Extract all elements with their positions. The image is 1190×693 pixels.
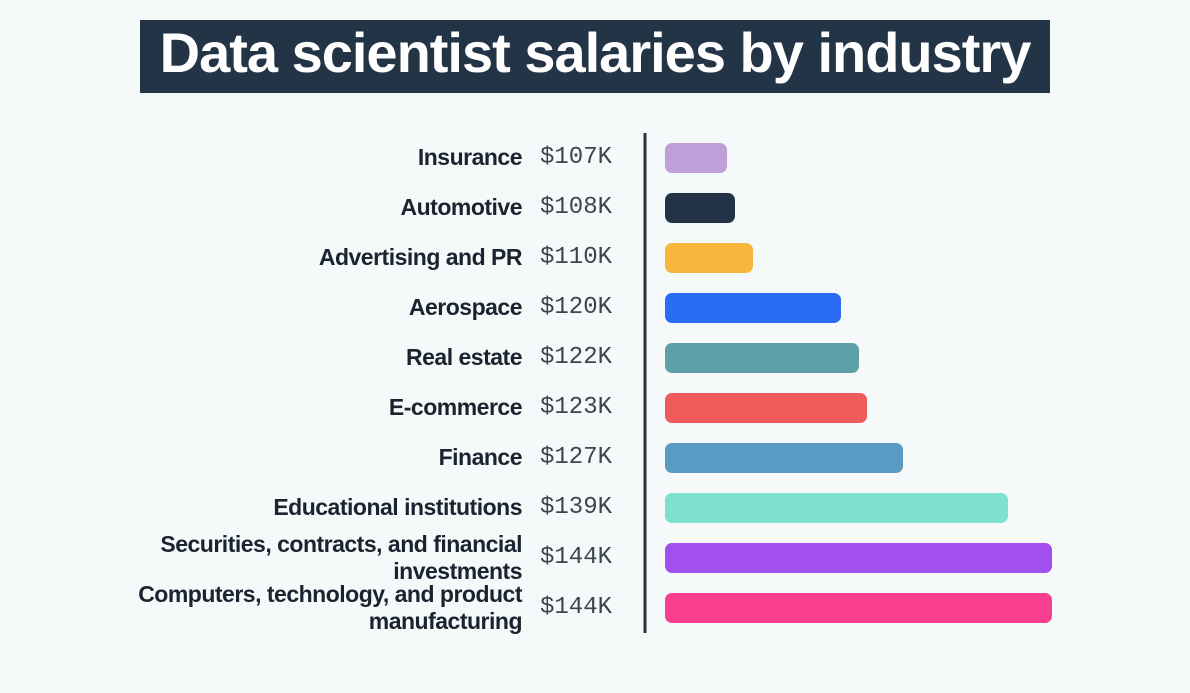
- row-value: $107K: [540, 144, 625, 171]
- row-value: $139K: [540, 494, 625, 521]
- row-label: Advertising and PR: [40, 244, 540, 271]
- bar-cell: [665, 283, 1140, 333]
- bar: [665, 343, 859, 373]
- chart-row: Securities, contracts, and financial inv…: [40, 533, 1140, 583]
- bar-cell: [665, 233, 1140, 283]
- axis-divider: [625, 583, 665, 633]
- chart-row: Educational institutions$139K: [40, 483, 1140, 533]
- row-label: Securities, contracts, and financial inv…: [40, 531, 540, 585]
- chart-row: Aerospace$120K: [40, 283, 1140, 333]
- bar-cell: [665, 483, 1140, 533]
- chart-row: Automotive$108K: [40, 183, 1140, 233]
- chart-row: Advertising and PR$110K: [40, 233, 1140, 283]
- bar: [665, 393, 867, 423]
- bar-cell: [665, 333, 1140, 383]
- row-value: $120K: [540, 294, 625, 321]
- row-label: Finance: [40, 444, 540, 471]
- chart-row: Finance$127K: [40, 433, 1140, 483]
- chart-row: Insurance$107K: [40, 133, 1140, 183]
- salary-bar-chart: Insurance$107KAutomotive$108KAdvertising…: [0, 133, 1190, 633]
- bar-cell: [665, 133, 1140, 183]
- bar: [665, 243, 753, 273]
- row-value: $108K: [540, 194, 625, 221]
- row-label: Real estate: [40, 344, 540, 371]
- bar: [665, 293, 841, 323]
- chart-row: Computers, technology, and product manuf…: [40, 583, 1140, 633]
- chart-title: Data scientist salaries by industry: [140, 20, 1051, 93]
- bar-cell: [665, 183, 1140, 233]
- row-value: $127K: [540, 444, 625, 471]
- axis-divider: [625, 283, 665, 333]
- axis-divider: [625, 383, 665, 433]
- bar-cell: [665, 583, 1140, 633]
- axis-divider: [625, 333, 665, 383]
- bar: [665, 443, 903, 473]
- row-value: $144K: [540, 594, 625, 621]
- row-value: $110K: [540, 244, 625, 271]
- bar: [665, 543, 1052, 573]
- bar: [665, 593, 1052, 623]
- row-label: Computers, technology, and product manuf…: [40, 581, 540, 635]
- title-wrap: Data scientist salaries by industry: [0, 20, 1190, 93]
- axis-divider: [625, 483, 665, 533]
- chart-row: Real estate$122K: [40, 333, 1140, 383]
- bar-cell: [665, 433, 1140, 483]
- axis-divider: [625, 433, 665, 483]
- chart-container: Data scientist salaries by industry Insu…: [0, 0, 1190, 693]
- row-value: $123K: [540, 394, 625, 421]
- row-label: Automotive: [40, 194, 540, 221]
- chart-row: E-commerce$123K: [40, 383, 1140, 433]
- row-label: E-commerce: [40, 394, 540, 421]
- axis-divider: [625, 233, 665, 283]
- axis-divider: [625, 133, 665, 183]
- bar-cell: [665, 383, 1140, 433]
- bar: [665, 493, 1008, 523]
- row-label: Insurance: [40, 144, 540, 171]
- row-value: $122K: [540, 344, 625, 371]
- axis-divider: [625, 183, 665, 233]
- bar-cell: [665, 533, 1140, 583]
- row-label: Aerospace: [40, 294, 540, 321]
- axis-divider: [625, 533, 665, 583]
- row-value: $144K: [540, 544, 625, 571]
- bar: [665, 143, 727, 173]
- row-label: Educational institutions: [40, 494, 540, 521]
- bar: [665, 193, 735, 223]
